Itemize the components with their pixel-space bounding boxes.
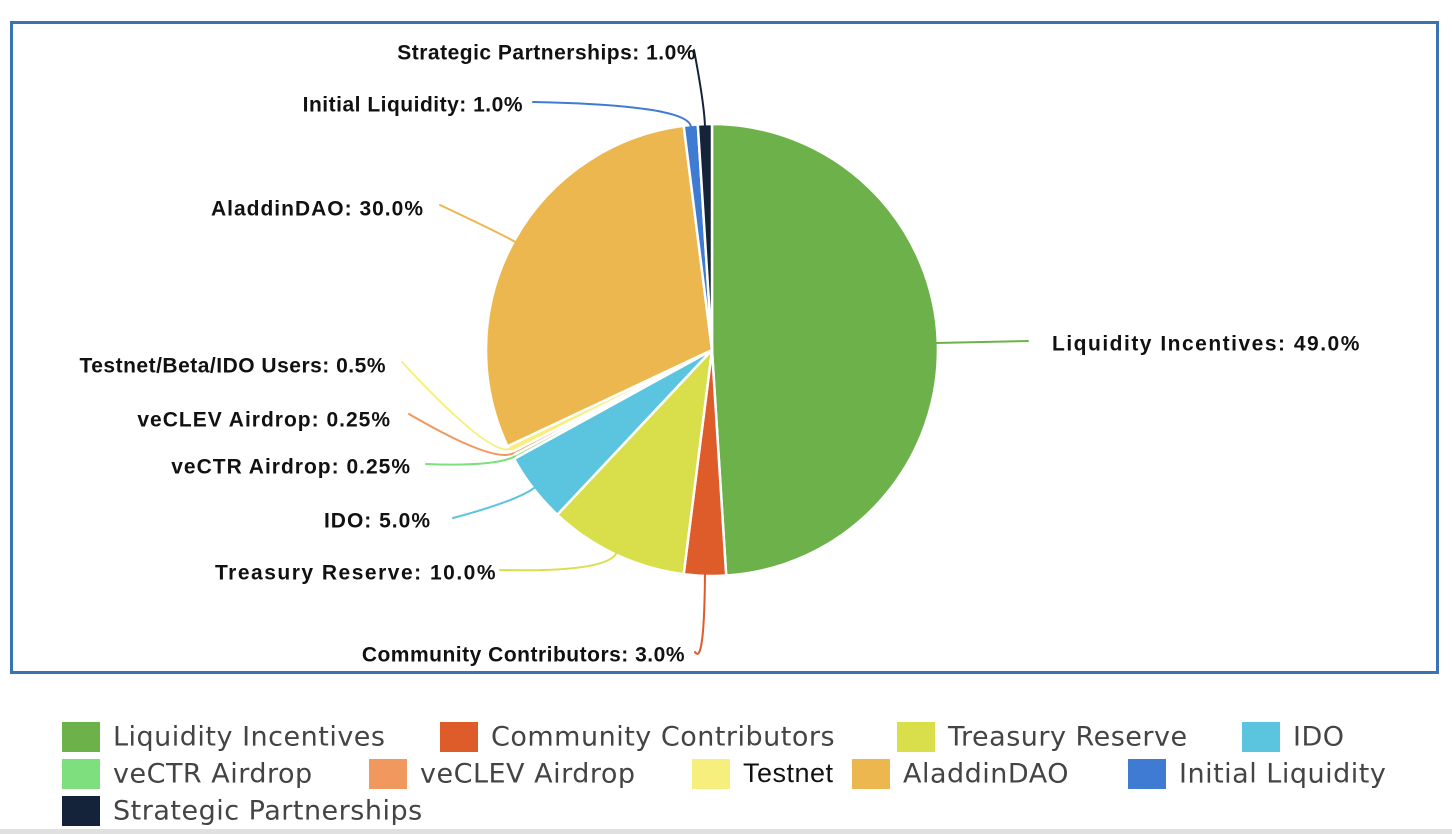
pie-slice-liquidity-incentives[interactable] (710, 122, 940, 577)
legend-label: veCTR Airdrop (113, 759, 313, 790)
connector-liquidity-incentives (934, 340, 1029, 344)
callout-labels: Liquidity Incentives: 49.0% Community Con… (79, 42, 1361, 667)
legend-swatch (62, 722, 100, 752)
legend-swatch (369, 759, 407, 789)
connector-veclev-airdrop (408, 413, 515, 456)
legend-item-liquidity-incentives[interactable]: Liquidity Incentives (62, 722, 385, 753)
legend-label: veCLEV Airdrop (420, 759, 636, 790)
legend-swatch (852, 759, 890, 789)
connector-strategic-partnerships (693, 49, 706, 128)
callout-testnet: Testnet/Beta/IDO Users: 0.5% (79, 355, 386, 378)
callout-community-contributors: Community Contributors: 3.0% (362, 644, 685, 667)
legend-item-treasury-reserve[interactable]: Treasury Reserve (897, 722, 1188, 753)
bottom-divider (0, 829, 1452, 834)
legend-label: IDO (1293, 722, 1345, 753)
legend-swatch (440, 722, 478, 752)
connector-community-contributors (694, 572, 706, 655)
legend-swatch (897, 722, 935, 752)
legend-item-community-contributors[interactable]: Community Contributors (440, 722, 835, 753)
legend-label: Treasury Reserve (947, 722, 1188, 753)
legend-swatch (692, 759, 730, 789)
pie-slices (484, 122, 940, 578)
legend-swatch (62, 759, 100, 789)
legend-label: Liquidity Incentives (113, 722, 385, 753)
connector-testnet (401, 361, 512, 451)
connector-initial-liquidity (532, 101, 692, 128)
callout-veclev-airdrop: veCLEV Airdrop: 0.25% (137, 409, 391, 432)
legend-item-vectr-airdrop[interactable]: veCTR Airdrop (62, 759, 313, 790)
legend-item-ido[interactable]: IDO (1242, 722, 1345, 753)
callout-liquidity-incentives: Liquidity Incentives: 49.0% (1052, 333, 1361, 356)
legend-swatch (1242, 722, 1280, 752)
callout-ido: IDO: 5.0% (324, 510, 431, 533)
callout-strategic-partnerships: Strategic Partnerships: 1.0% (397, 42, 696, 65)
legend-swatch (62, 796, 100, 826)
callout-initial-liquidity: Initial Liquidity: 1.0% (303, 94, 523, 117)
legend-label: Initial Liquidity (1179, 759, 1386, 790)
callout-aladdindao: AladdinDAO: 30.0% (211, 198, 424, 221)
legend-item-strategic-partnerships[interactable]: Strategic Partnerships (62, 796, 423, 827)
connector-treasury-reserve (499, 551, 618, 572)
legend-label: Testnet (743, 758, 834, 788)
legend-item-aladdindao[interactable]: AladdinDAO (852, 759, 1069, 790)
legend-label: Community Contributors (491, 722, 835, 753)
connector-aladdindao (439, 204, 517, 244)
connector-vectr-airdrop (425, 455, 516, 466)
legend-item-initial-liquidity[interactable]: Initial Liquidity (1128, 759, 1386, 790)
callout-vectr-airdrop: veCTR Airdrop: 0.25% (171, 456, 411, 479)
callout-treasury-reserve: Treasury Reserve: 10.0% (215, 562, 497, 585)
legend-label: Strategic Partnerships (113, 796, 423, 827)
legend: Liquidity Incentives Community Contributo… (62, 722, 1386, 827)
legend-swatch (1128, 759, 1166, 789)
connector-ido (452, 486, 537, 519)
legend-item-testnet[interactable]: Testnet (692, 758, 834, 789)
legend-label: AladdinDAO (903, 759, 1069, 790)
callout-connectors (401, 49, 1029, 655)
legend-item-veclev-airdrop[interactable]: veCLEV Airdrop (369, 759, 636, 790)
